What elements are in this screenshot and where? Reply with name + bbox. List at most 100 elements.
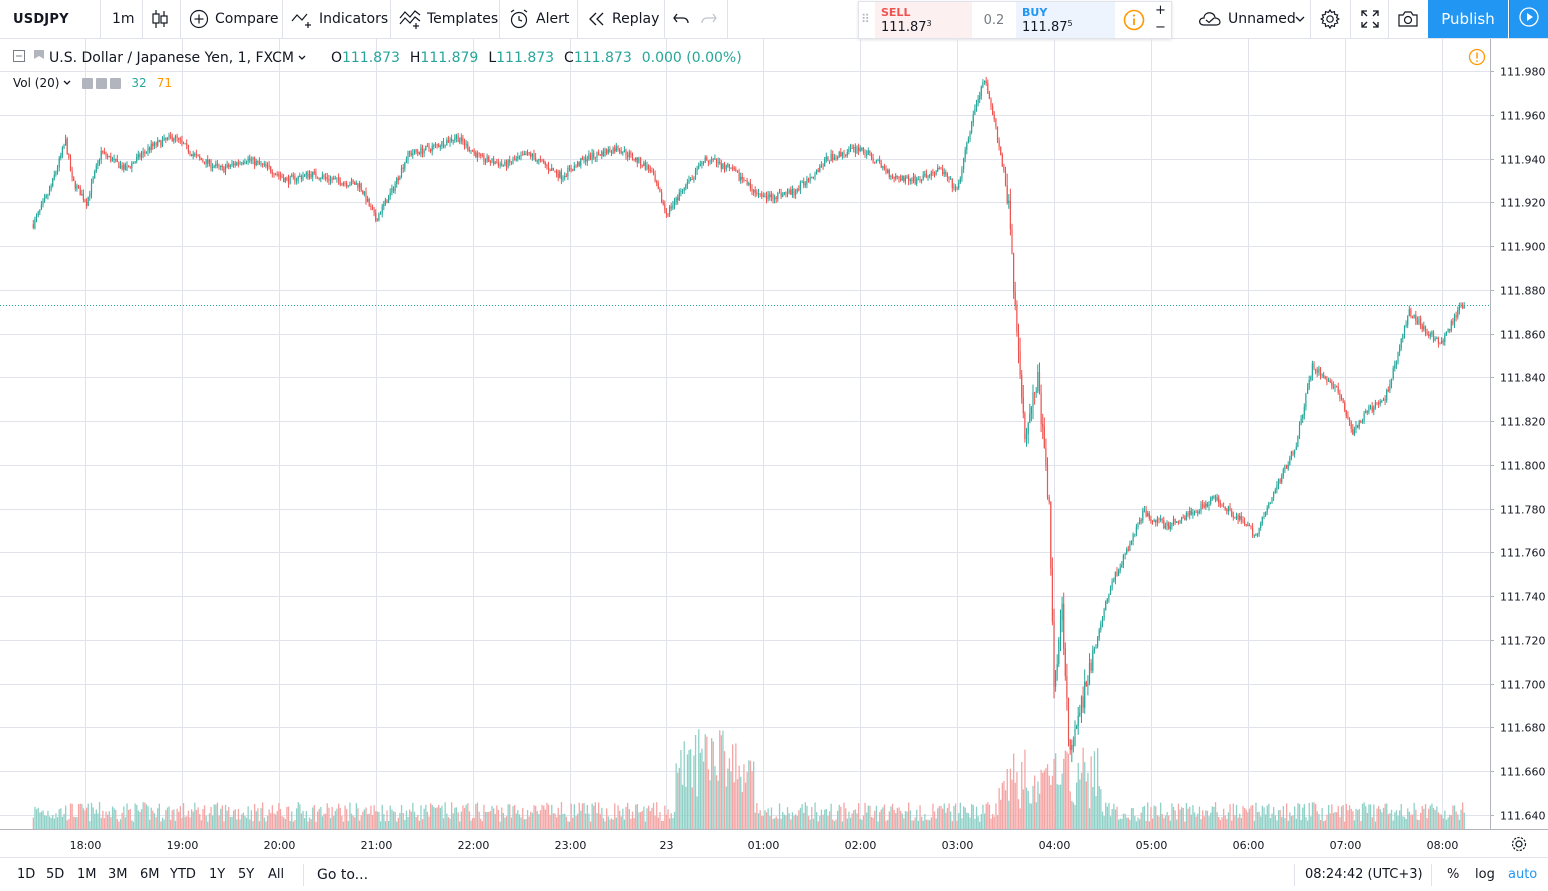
candle-body [859,148,861,151]
candle-body [748,182,750,185]
volume-bar [1147,802,1149,829]
volume-bar [39,812,41,829]
candle-body [520,154,522,157]
price-tick-label: 111.640 [1500,810,1546,823]
candle-body [1442,340,1444,342]
volume-bar [1310,816,1312,829]
publish-button[interactable]: Publish [1428,0,1508,38]
volume-bar [1378,806,1380,829]
chevron-down-icon[interactable] [297,50,307,66]
drag-handle-icon[interactable]: ⠿ [861,12,870,26]
settings-button[interactable] [1319,0,1341,38]
candle-body [963,157,965,170]
price-chart[interactable]: 111.87300:18 111.980111.960111.940111.92… [0,39,1548,857]
volume-bar [1286,803,1288,829]
redo-button[interactable] [700,0,718,38]
candle-body [271,171,273,174]
chart-type-button[interactable] [150,0,170,38]
warning-icon[interactable] [1468,48,1486,70]
timezone-clock[interactable]: 08:24:42 (UTC+3) [1305,867,1423,882]
volume-bar [1155,806,1157,829]
candle-body [1323,374,1325,377]
range-button-6m[interactable]: 6M [140,867,160,882]
volume-bar [1135,821,1138,829]
range-button-5d[interactable]: 5D [46,867,65,882]
indicators-button[interactable]: Indicators [291,0,388,38]
volume-bar [1373,804,1375,829]
play-button[interactable] [1509,0,1548,38]
volume-bar [455,807,458,829]
volume-bar [767,808,769,829]
candle-body [371,207,374,211]
chevron-down-icon[interactable] [62,76,72,90]
time-axis: 18:00 19:00 20:00 21:00 22:00 23:00 23 01:00 02:… [0,829,1548,852]
candle-body [1127,549,1129,551]
volume-bar [212,815,214,829]
replay-button[interactable]: Replay [588,0,659,38]
candle-body [344,182,346,184]
alert-button[interactable]: Alert [508,0,569,38]
eye-icon[interactable] [82,77,94,89]
volume-bar [381,804,383,829]
info-icon[interactable] [1123,9,1145,35]
candle-body [428,146,430,149]
candle-body [1004,170,1007,186]
candle-body [1450,321,1452,331]
volume-bar [336,808,338,829]
toolbar-divider [180,0,181,38]
candle-body [917,179,919,181]
candle-body [688,179,690,183]
range-button-1d[interactable]: 1D [17,867,36,882]
volume-bar [820,809,823,829]
sell-button[interactable]: SELL 111.873 [875,2,972,38]
auto-scale-toggle[interactable]: auto [1508,867,1538,882]
range-button-5y[interactable]: 5Y [238,867,255,882]
snapshot-button[interactable] [1397,0,1419,38]
range-button-ytd[interactable]: YTD [170,867,196,882]
quantity-decrease-button[interactable]: − [1155,20,1166,35]
range-button-all[interactable]: All [268,867,285,882]
volume-bar [641,811,643,829]
volume-bar [1210,812,1212,829]
gear-icon[interactable] [96,77,108,89]
fullscreen-button[interactable] [1360,0,1380,38]
candle-body [1345,410,1347,416]
flag-icon[interactable] [33,49,45,67]
log-scale-toggle[interactable]: log [1475,867,1495,882]
candle-body [257,161,259,163]
axis-settings-gear-icon[interactable] [1511,836,1527,852]
volume-title[interactable]: Vol (20) [13,76,60,90]
volume-bar [816,812,818,829]
quantity-increase-button[interactable]: + [1155,3,1166,18]
volume-bar [870,817,873,829]
volume-bar [1063,758,1065,829]
compare-button[interactable]: Compare [189,0,279,38]
volume-bar [890,806,892,829]
volume-bar [848,811,850,829]
candle-body [215,163,217,167]
candle-body [1298,424,1301,436]
goto-button[interactable]: Go to... [317,867,369,883]
interval-button[interactable]: 1m [112,0,135,38]
volume-bar [468,811,471,829]
candle-body [1416,320,1418,324]
price-axis-background[interactable] [1490,39,1548,829]
range-button-1y[interactable]: 1Y [209,867,226,882]
volume-bar [444,802,446,829]
symbol-search-button[interactable]: USDJPY [13,0,69,38]
percent-scale-toggle[interactable]: % [1447,867,1460,882]
collapse-legend-icon[interactable] [13,50,25,66]
templates-button[interactable]: Templates [399,0,498,38]
volume-bar [1302,807,1304,829]
volume-bar [1025,787,1028,829]
close-icon[interactable] [110,77,122,89]
series-title[interactable]: U.S. Dollar / Japanese Yen, 1, FXCM [49,50,294,66]
layout-button[interactable]: Unnamed [1198,0,1296,38]
range-button-1m[interactable]: 1M [77,867,97,882]
undo-button[interactable] [672,0,690,38]
volume-bar [305,811,307,829]
layout-menu-button[interactable] [1294,0,1306,38]
range-button-3m[interactable]: 3M [108,867,128,882]
buy-button[interactable]: BUY 111.875 [1016,2,1115,38]
candle-body [139,154,141,158]
